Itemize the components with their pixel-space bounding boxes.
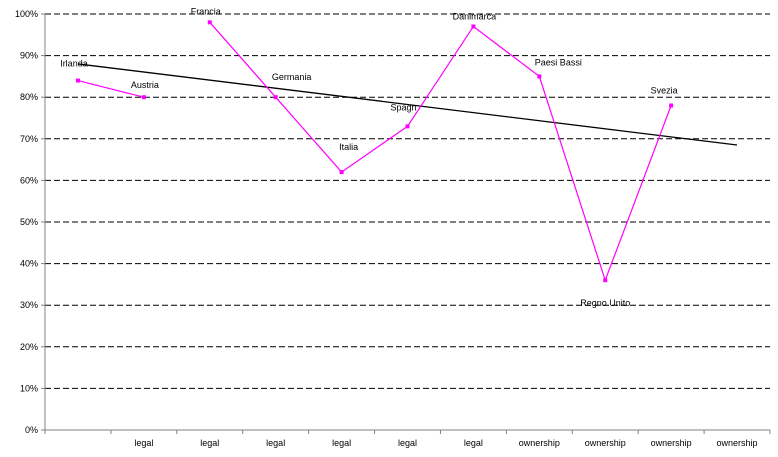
- data-point: [471, 24, 476, 29]
- point-label: Paesi Bassi: [535, 57, 582, 67]
- x-tick-label: legal: [134, 438, 153, 448]
- y-tick-label: 100%: [15, 9, 38, 19]
- data-point: [339, 170, 344, 175]
- data-point: [75, 78, 80, 83]
- y-tick-label: 60%: [20, 175, 38, 185]
- x-tick-label: legal: [200, 438, 219, 448]
- x-tick-label: ownership: [585, 438, 626, 448]
- data-point: [669, 103, 674, 108]
- point-label: Francia: [191, 6, 221, 16]
- data-point: [207, 20, 212, 25]
- point-label: Danimarca: [453, 11, 497, 21]
- x-tick-label: legal: [266, 438, 285, 448]
- x-tick-label: ownership: [651, 438, 692, 448]
- x-tick-label: legal: [398, 438, 417, 448]
- point-label: Germania: [272, 72, 312, 82]
- x-tick-label: ownership: [717, 438, 758, 448]
- point-label: Spagn: [390, 102, 416, 112]
- y-tick-label: 70%: [20, 134, 38, 144]
- point-label: Italia: [339, 142, 358, 152]
- data-point: [603, 278, 608, 283]
- x-tick-label: ownership: [519, 438, 560, 448]
- axes: 0% 10% 20% 30% 40% 50% 60% 70% 80% 90% 100% legal le…: [15, 9, 771, 448]
- x-tick-label: legal: [332, 438, 351, 448]
- trendline: [77, 63, 738, 146]
- point-labels: Irlanda Austria Francia Germania Italia Spagn…: [60, 6, 677, 308]
- data-point: [405, 124, 410, 129]
- series-group: [75, 20, 674, 283]
- series-line: [77, 79, 145, 98]
- point-label: Irlanda: [60, 59, 88, 69]
- data-point: [537, 74, 542, 79]
- y-tick-label: 50%: [20, 217, 38, 227]
- point-label: Svezia: [651, 86, 678, 96]
- y-tick-label: 40%: [20, 259, 38, 269]
- data-point: [141, 95, 146, 100]
- y-tick-label: 30%: [20, 300, 38, 310]
- point-label: Regno Unito: [580, 298, 630, 308]
- data-point: [273, 95, 278, 100]
- x-tick-label: legal: [464, 438, 483, 448]
- y-tick-label: 0%: [25, 425, 38, 435]
- series-line: [209, 21, 672, 283]
- y-tick-label: 10%: [20, 383, 38, 393]
- gridlines: [45, 13, 770, 389]
- y-tick-label: 80%: [20, 92, 38, 102]
- trendline-group: [77, 63, 738, 146]
- y-tick-label: 20%: [20, 342, 38, 352]
- point-label: Austria: [131, 80, 159, 90]
- y-tick-label: 90%: [20, 51, 38, 61]
